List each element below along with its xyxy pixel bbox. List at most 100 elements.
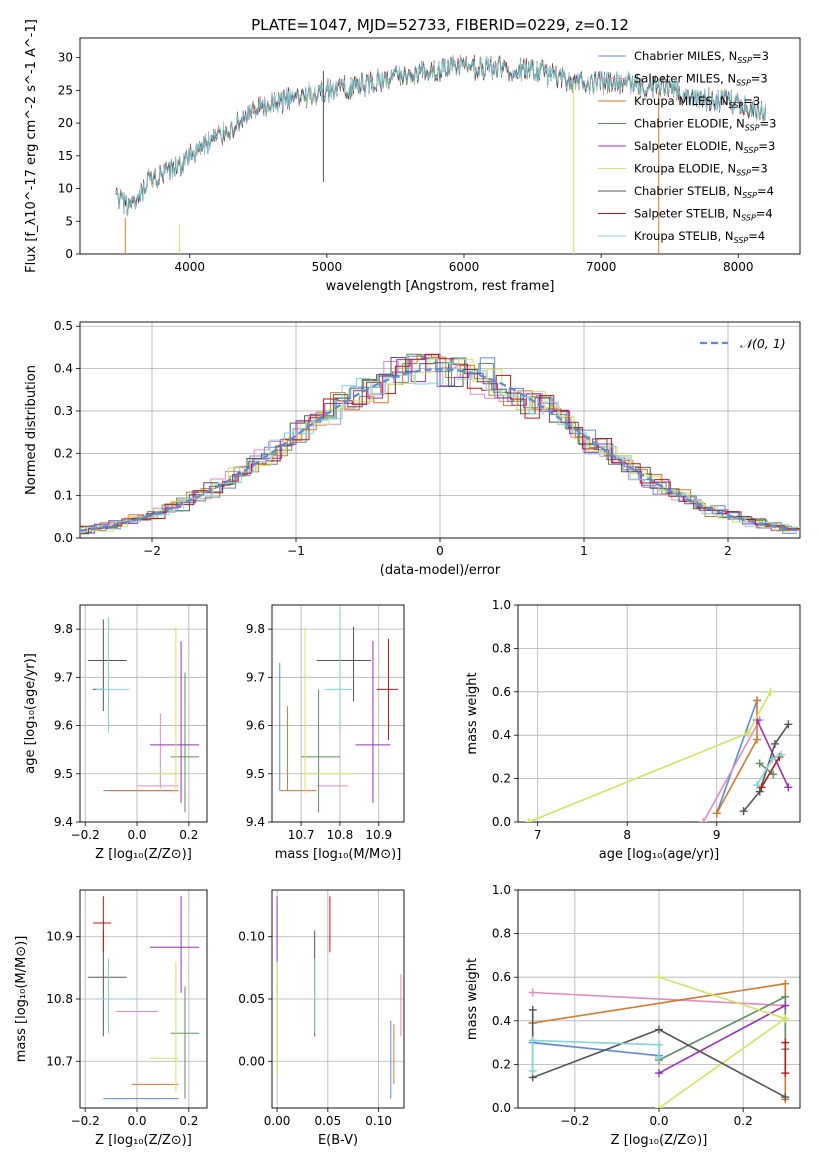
weight-line-kroupa_elodie — [528, 691, 772, 822]
legend-label-main: Kroupa ELODIE, N — [634, 162, 736, 176]
x-tick-label: −2 — [143, 544, 161, 558]
weight-line-kroupa_elodie — [658, 976, 788, 1108]
x-tick-label: 10.8 — [327, 828, 354, 842]
y-axis-label: Flux [f_λ10^-17 erg cm^-2 s^-1 A^-1] — [24, 19, 39, 273]
x-axis-label: Z [log₁₀(Z/Z⊙)] — [611, 1133, 708, 1148]
weight-line-chabrier_miles — [531, 1023, 660, 1057]
y-tick-label: 9.6 — [246, 719, 265, 733]
x-tick-label: 0 — [436, 544, 444, 558]
legend-label: Salpeter ELODIE, NSSP=3 — [634, 139, 775, 155]
x-tick-label: 0.10 — [365, 1114, 392, 1128]
y-tick-label: 0.6 — [492, 685, 511, 699]
y-tick-label: 9.8 — [246, 622, 265, 636]
residuals-panel: −2 −1 0 1 2 0.0 0.1 0.2 0.3 0.4 0.5 (data-model)/er… — [24, 319, 801, 578]
weight-line-salpeter_elodie — [756, 719, 790, 788]
legend-label-sub: SSP — [745, 124, 760, 133]
x-axis-label: mass [log₁₀(M/M⊙)] — [275, 847, 402, 862]
legend-label-suffix: =3 — [743, 94, 760, 108]
legend-label: Chabrier ELODIE, NSSP=3 — [634, 117, 776, 133]
x-tick-label: 8000 — [723, 260, 754, 274]
x-tick-label: 0.2 — [734, 1114, 753, 1128]
legend-label-sub: SSP — [742, 191, 757, 200]
histograms — [80, 353, 800, 535]
legend-label-main: Salpeter ELODIE, N — [634, 139, 744, 153]
x-axis-label: Z [log₁₀(Z/Z⊙)] — [95, 1133, 192, 1148]
axes-frame — [271, 604, 405, 823]
y-tick-label: 0.5 — [54, 319, 73, 333]
age_vs_mass-points — [279, 609, 399, 813]
y-tick-label: 0.2 — [492, 1057, 511, 1071]
x-tick-label: −1 — [287, 544, 305, 558]
x-tick-label: 7 — [534, 828, 542, 842]
y-tick-label: 0.8 — [492, 927, 511, 941]
legend-label-suffix: =4 — [757, 184, 774, 198]
x-tick-label: 4000 — [174, 260, 205, 274]
y-tick-label: 0.0 — [492, 1101, 511, 1115]
y-tick-label: 0 — [65, 247, 73, 261]
legend-label-suffix: =3 — [752, 49, 769, 63]
x-tick-label: 9 — [713, 828, 721, 842]
y-tick-label: 10.7 — [46, 1054, 73, 1068]
legend-label: Salpeter MILES, NSSP=3 — [634, 72, 768, 88]
y-axis-label: Normed distribution — [24, 365, 39, 495]
legend-label-main: Kroupa MILES, N — [634, 94, 729, 108]
age_vs_Z-points — [87, 617, 200, 813]
x-tick-label: 7000 — [586, 260, 617, 274]
y-tick-label: 10.9 — [46, 930, 73, 944]
axes-frame — [79, 604, 208, 823]
legend-label-suffix: =4 — [756, 207, 773, 221]
y-tick-label: 9.6 — [54, 719, 73, 733]
legend-label-suffix: =3 — [751, 72, 768, 86]
x-tick-label: 10.9 — [365, 828, 392, 842]
x-tick-label: 0.2 — [179, 1114, 198, 1128]
y-tick-label: 10.8 — [46, 992, 73, 1006]
legend-label-sub: SSP — [744, 146, 759, 155]
y-tick-label: 0.4 — [492, 1014, 511, 1028]
legend-label-main: Kroupa STELIB, N — [634, 229, 734, 243]
x-tick-label: 1 — [580, 544, 588, 558]
age_vs_Z-panel: −0.2 0.0 0.2 9.4 9.5 9.6 9.7 9.8 Z [log₁₀(Z/Z⊙)]… — [23, 604, 208, 862]
legend-label-sub: SSP — [737, 56, 752, 65]
histogram-kroupa_stelib — [82, 362, 800, 529]
weight-line-salpeter_miles — [532, 991, 786, 1007]
mass_vs_EBV-points — [276, 896, 402, 1099]
legend-label-main: Salpeter STELIB, N — [634, 207, 741, 221]
spectrum-legend: Chabrier MILES, NSSP=3 Salpeter MILES, NS… — [598, 49, 776, 245]
x-axis-label: wavelength [Angstrom, rest frame] — [326, 279, 555, 294]
histogram-kroupa_miles — [80, 354, 800, 531]
x-tick-label: 0.00 — [264, 1114, 291, 1128]
y-tick-label: 0.1 — [54, 489, 73, 503]
mass_vs_Z-panel: −0.2 0.0 0.2 10.7 10.8 10.9 Z [log₁₀(Z/Z⊙)] mas… — [14, 889, 208, 1148]
spectrum-series-kroupa_stelib — [115, 55, 766, 216]
legend-label: Chabrier STELIB, NSSP=4 — [634, 184, 774, 200]
legend-label: Kroupa ELODIE, NSSP=3 — [634, 162, 768, 178]
gaussian-curve — [80, 367, 798, 532]
x-tick-label: 6000 — [449, 260, 480, 274]
legend-label-sub: SSP — [741, 214, 756, 223]
histogram-salpeter_elodie — [80, 353, 800, 534]
axes-frame — [79, 37, 801, 255]
x-axis-label: Z [log₁₀(Z/Z⊙)] — [95, 847, 192, 862]
weight-line-salpeter_miles — [702, 719, 761, 822]
spectrum-lines — [115, 54, 766, 254]
figure-title: PLATE=1047, MJD=52733, FIBERID=0229, z=0… — [251, 16, 629, 34]
mass_weight_vs_age-panel: 7 8 9 0.0 0.2 0.4 0.6 0.8 1.0 age [log₁₀(age/yr)]… — [465, 598, 801, 862]
x-axis-label: E(B-V) — [318, 1133, 358, 1148]
y-axis-label: age [log₁₀(age/yr)] — [23, 653, 38, 774]
legend-label-sub: SSP — [734, 236, 749, 245]
legend-label-sub: SSP — [729, 101, 744, 110]
weight-line-chabrier_elodie — [658, 995, 787, 1061]
x-axis-label: (data-model)/error — [380, 563, 501, 578]
mass_weight_vs_Z-panel: −0.2 0.0 0.2 0.0 0.2 0.4 0.6 0.8 1.0 Z [log₁₀(Z/Z… — [465, 883, 801, 1148]
axes-frame — [79, 889, 208, 1109]
y-tick-label: 9.4 — [246, 815, 265, 829]
x-tick-label: 0.0 — [127, 828, 146, 842]
weight-line-salpeter_elodie — [658, 1004, 786, 1074]
legend-label: Chabrier MILES, NSSP=3 — [634, 49, 769, 65]
y-tick-label: 30 — [58, 51, 73, 65]
weight-line-chabrier_miles — [715, 700, 758, 814]
y-tick-label: 0.8 — [492, 641, 511, 655]
y-tick-label: 9.8 — [54, 622, 73, 636]
axes-frame — [271, 889, 405, 1109]
legend-label-sub: SSP — [736, 169, 751, 178]
